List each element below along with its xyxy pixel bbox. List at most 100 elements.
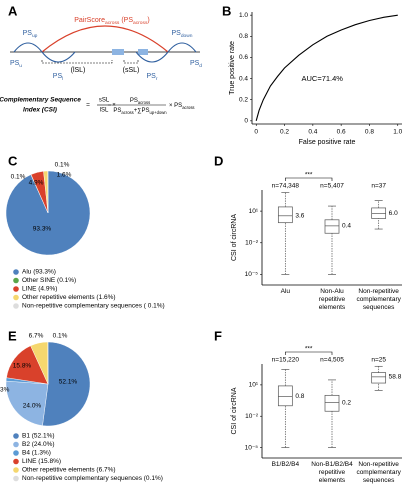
slice-label: 15.8%	[13, 363, 32, 370]
y-axis-label: CSI of circRNA	[231, 214, 238, 261]
y-axis-label: CSI of circRNA	[231, 387, 238, 434]
box	[324, 219, 340, 234]
diagram-label: PSup	[23, 30, 38, 39]
y-tick-label: 10⁻⁵	[245, 444, 259, 451]
category-label: Non-repetitive complementary sequences	[356, 461, 401, 484]
subscript: across	[138, 100, 150, 105]
label-part: (lSL)	[71, 67, 86, 74]
subscript: up+down	[150, 110, 168, 115]
exon	[112, 49, 124, 55]
y-axis-label: True positive rate	[229, 41, 236, 95]
median-label: 0.4	[342, 223, 351, 230]
label-part: (PS	[119, 17, 133, 24]
legend-label: Non-repetitive complementary sequences (…	[22, 303, 165, 310]
x-tick-label: 0.4	[308, 129, 317, 136]
formula-title: Complementary Sequence	[0, 97, 81, 104]
diagram-label: PSdown	[171, 30, 192, 39]
significance-bracket	[285, 351, 333, 355]
category-text: Non-B1/B2/B4 repetitive elements	[311, 461, 353, 484]
legend-swatch	[13, 441, 19, 448]
legend-label: Other SINE (0.1%)	[22, 277, 76, 284]
subscript: across	[182, 105, 194, 110]
label-part: PS	[23, 30, 33, 37]
length-bracket	[41, 60, 113, 64]
flank-arc	[41, 51, 76, 63]
category-label: Alu	[280, 288, 291, 295]
legend-label: LINE (4.9%)	[22, 286, 57, 293]
y-tick-label: 10¹	[249, 382, 259, 389]
diagram-label: (lSL)	[71, 67, 86, 74]
slice-label: 6.7%	[29, 333, 44, 340]
slice-label: 1.6%	[57, 172, 72, 179]
y-tick-label: 10¹	[249, 208, 259, 215]
slice-label: 93.3%	[33, 226, 52, 233]
formula-sign: ×	[112, 103, 116, 109]
box	[277, 206, 293, 224]
legend-swatch	[13, 277, 19, 284]
y-tick-label: 0.8	[239, 33, 248, 40]
roc-line	[255, 14, 398, 121]
legend-swatch	[13, 269, 19, 275]
pie-slice	[5, 380, 49, 426]
category-text: Non-repetitive complementary sequences	[356, 288, 401, 311]
n-label: n=5,407	[320, 183, 344, 190]
subscript: up	[32, 34, 38, 39]
subscript: across	[105, 20, 120, 26]
subscript: u	[19, 64, 22, 69]
significance-bracket	[285, 177, 333, 181]
diagram-label: PairScoreacross (PSacross)	[74, 17, 150, 26]
category-label: B1/B2/B4	[271, 461, 300, 468]
panel-label: D	[214, 153, 223, 168]
box	[324, 394, 340, 412]
box	[277, 385, 293, 407]
pair-arc	[41, 25, 169, 53]
x-axis-label: False positive rate	[299, 139, 356, 146]
median-label: 58.8	[389, 374, 402, 381]
label-part: PS	[53, 73, 63, 80]
y-tick-label: 0.4	[239, 75, 248, 82]
slice-label: 0.1%	[11, 174, 26, 181]
category-label: Non-Alu repetitive elements	[319, 288, 345, 311]
diagram-label: PSu	[10, 60, 22, 69]
legend-swatch	[13, 475, 19, 482]
length-bracket	[123, 60, 139, 64]
n-label: n=37	[371, 183, 386, 190]
label-part: +∑PS	[134, 108, 150, 114]
pie-slice	[42, 341, 91, 427]
legend-swatch	[13, 294, 19, 301]
median-label: 6.0	[389, 210, 398, 217]
slice-label: 4.9%	[29, 180, 44, 187]
legend-swatch	[13, 450, 19, 456]
label-part: PS	[171, 30, 181, 37]
y-tick-label: 0.2	[239, 96, 248, 103]
category-text: Non-repetitive complementary sequences	[356, 461, 401, 484]
n-label: n=4,505	[320, 357, 344, 364]
slice-label: 0.1%	[55, 162, 70, 169]
label-part: × PS	[169, 103, 182, 109]
legend-label: B2 (24.0%)	[22, 441, 55, 448]
x-tick-label: 1.0	[393, 129, 402, 136]
legend-label: LINE (15.8%)	[22, 458, 61, 465]
category-text: B1/B2/B4	[271, 461, 300, 468]
slice-label: 1.3%	[0, 387, 10, 394]
n-label: n=15,220	[272, 357, 300, 364]
slice-label: 0.1%	[53, 333, 68, 340]
category-text: Alu	[280, 288, 291, 295]
legend-label: B1 (52.1%)	[22, 433, 55, 440]
formula-term: sSL	[99, 98, 110, 104]
legend-label: Other repetitive elements (6.7%)	[22, 467, 116, 474]
x-tick-label: 0.8	[365, 129, 374, 136]
subscript: d	[199, 63, 202, 69]
y-tick-label: 1.0	[239, 12, 248, 19]
y-tick-label: 10⁻²	[245, 239, 259, 246]
flank-arc	[167, 42, 197, 53]
panel-label: B	[222, 3, 231, 18]
legend-label: Alu (93.3%)	[22, 269, 56, 276]
panel-label: C	[8, 153, 18, 168]
legend-label: Non-repetitive complementary sequences (…	[22, 475, 163, 482]
y-tick-label: 10⁻⁵	[245, 271, 259, 278]
subscript: r	[156, 76, 158, 82]
significance: ***	[305, 172, 313, 179]
